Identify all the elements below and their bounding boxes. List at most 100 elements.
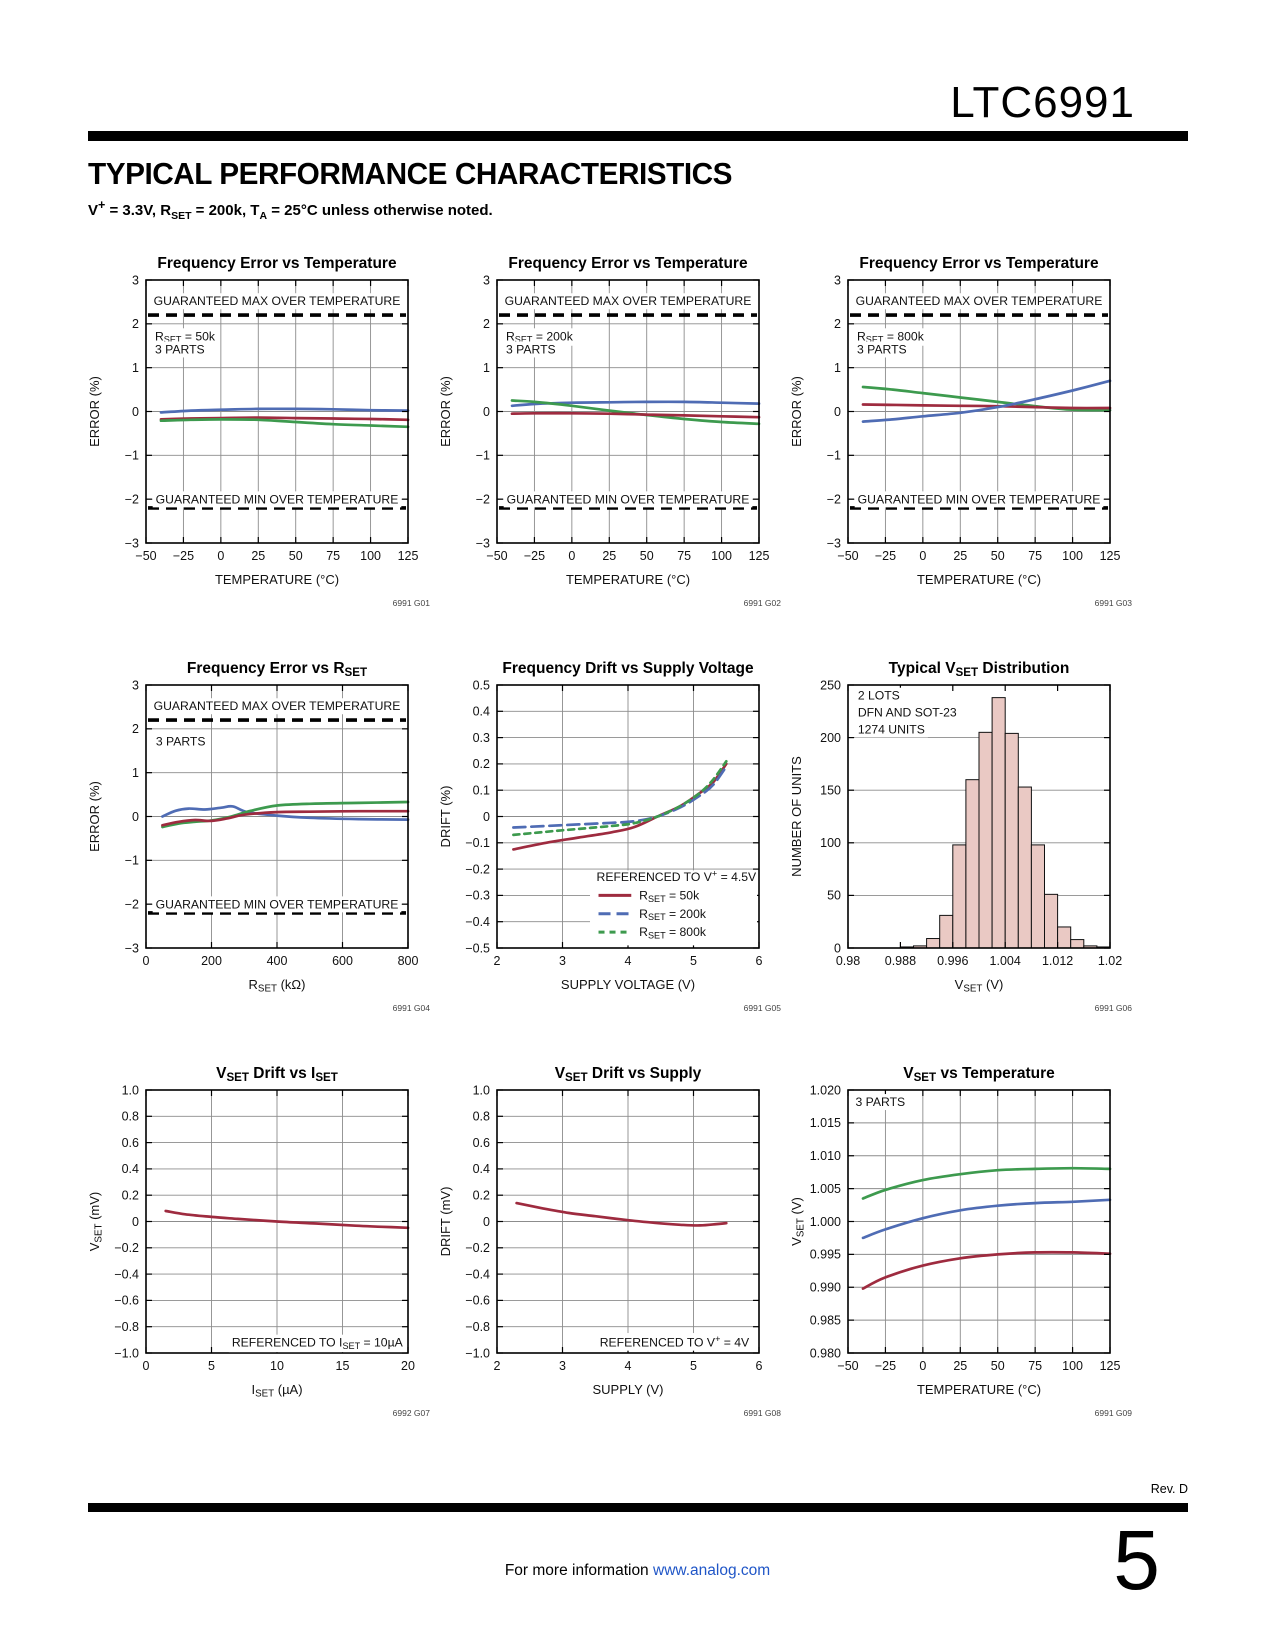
header-rule: [88, 131, 1188, 141]
svg-text:VSET (V): VSET (V): [790, 1197, 807, 1246]
svg-text:−0.2: −0.2: [465, 862, 490, 876]
svg-text:100: 100: [711, 549, 732, 563]
svg-text:VSET Drift vs Supply: VSET Drift vs Supply: [555, 1065, 702, 1084]
svg-text:GUARANTEED MAX OVER TEMPERATUR: GUARANTEED MAX OVER TEMPERATURE: [154, 294, 401, 308]
svg-text:1.000: 1.000: [810, 1215, 841, 1229]
svg-text:0.995: 0.995: [810, 1248, 841, 1262]
svg-text:TEMPERATURE (°C): TEMPERATURE (°C): [917, 572, 1041, 587]
svg-text:0.980: 0.980: [810, 1346, 841, 1360]
svg-text:1: 1: [132, 766, 139, 780]
svg-text:−0.8: −0.8: [465, 1320, 490, 1334]
svg-text:−2: −2: [125, 492, 139, 506]
svg-text:100: 100: [360, 549, 381, 563]
footer-rule: [88, 1503, 1188, 1512]
svg-text:ERROR (%): ERROR (%): [88, 376, 102, 447]
svg-text:0: 0: [483, 810, 490, 824]
svg-text:−2: −2: [125, 897, 139, 911]
svg-text:1.020: 1.020: [810, 1083, 841, 1097]
svg-text:4: 4: [625, 954, 632, 968]
svg-text:0: 0: [132, 405, 139, 419]
chart-frequency-error-vs-temperature-50k: −50 −25 0 25 50 75 100 125 −3 −2 −1 0 1 2 3 TEMPERATURE…: [87, 248, 438, 614]
svg-text:6991 G01: 6991 G01: [393, 598, 431, 608]
svg-text:75: 75: [1028, 549, 1042, 563]
svg-text:3: 3: [132, 273, 139, 287]
analog-website-link[interactable]: www.analog.com: [653, 1562, 771, 1579]
svg-text:2: 2: [132, 317, 139, 331]
svg-text:0.990: 0.990: [810, 1281, 841, 1295]
svg-text:GUARANTEED MAX OVER TEMPERATUR: GUARANTEED MAX OVER TEMPERATURE: [154, 699, 401, 713]
svg-text:DFN AND SOT-23: DFN AND SOT-23: [858, 706, 957, 720]
svg-text:RSET = 200k: RSET = 200k: [506, 329, 574, 344]
svg-text:3: 3: [559, 954, 566, 968]
svg-text:0: 0: [143, 1359, 150, 1373]
svg-text:125: 125: [1100, 1359, 1121, 1373]
svg-text:Frequency Error vs Temperature: Frequency Error vs Temperature: [859, 255, 1099, 272]
svg-text:Frequency Error vs Temperature: Frequency Error vs Temperature: [157, 255, 397, 272]
svg-text:NUMBER OF UNITS: NUMBER OF UNITS: [790, 756, 804, 877]
svg-text:−0.4: −0.4: [465, 915, 490, 929]
svg-text:6991 G04: 6991 G04: [393, 1003, 431, 1013]
chart-frequency-error-vs-temperature-800k: −50 −25 0 25 50 75 100 125 −3 −2 −1 0 1 2 3 TEMPERATURE…: [789, 248, 1140, 614]
svg-text:0.4: 0.4: [473, 1162, 490, 1176]
svg-text:0.985: 0.985: [810, 1313, 841, 1327]
svg-text:RSET = 50k: RSET = 50k: [155, 329, 216, 344]
svg-text:−2: −2: [827, 492, 841, 506]
svg-text:ISET (µA): ISET (µA): [251, 1382, 302, 1400]
svg-text:TEMPERATURE (°C): TEMPERATURE (°C): [917, 1382, 1041, 1397]
svg-text:REFERENCED TO V+ = 4V: REFERENCED TO V+ = 4V: [600, 1334, 750, 1350]
svg-text:50: 50: [991, 549, 1005, 563]
svg-text:0.4: 0.4: [122, 1162, 139, 1176]
svg-text:VSET vs Temperature: VSET vs Temperature: [903, 1065, 1055, 1084]
svg-text:10: 10: [270, 1359, 284, 1373]
section-title: TYPICAL PERFORMANCE CHARACTERISTICS: [88, 156, 733, 191]
svg-text:0: 0: [834, 941, 841, 955]
svg-text:−3: −3: [476, 536, 490, 550]
svg-text:75: 75: [1028, 1359, 1042, 1373]
svg-text:0: 0: [568, 549, 575, 563]
svg-text:1: 1: [483, 361, 490, 375]
svg-text:−1: −1: [476, 449, 490, 463]
svg-text:600: 600: [332, 954, 353, 968]
charts-grid: −50 −25 0 25 50 75 100 125 −3 −2 −1 0 1 2 3 TEMPERATURE…: [87, 248, 1140, 1418]
svg-text:25: 25: [602, 549, 616, 563]
svg-text:RSET = 800k: RSET = 800k: [639, 925, 707, 940]
svg-text:3: 3: [834, 273, 841, 287]
svg-text:800: 800: [398, 954, 419, 968]
svg-text:−0.1: −0.1: [465, 836, 490, 850]
svg-text:3 PARTS: 3 PARTS: [155, 342, 205, 356]
svg-text:1.010: 1.010: [810, 1149, 841, 1163]
svg-text:2: 2: [483, 317, 490, 331]
svg-text:1: 1: [132, 361, 139, 375]
svg-text:6991 G06: 6991 G06: [1095, 1003, 1133, 1013]
svg-text:1.004: 1.004: [990, 954, 1021, 968]
svg-text:−0.5: −0.5: [465, 941, 490, 955]
chart-frequency-drift-vs-supply-voltage: 2 3 4 5 6 −0.5 −0.4 −0.3 −0.2 −0.1 0 0.1 0.2 0.3 0.4 0.…: [438, 653, 789, 1019]
svg-text:−0.8: −0.8: [114, 1320, 139, 1334]
svg-text:−1: −1: [125, 449, 139, 463]
svg-text:REFERENCED TO ISET = 10µA: REFERENCED TO ISET = 10µA: [232, 1336, 404, 1351]
svg-text:GUARANTEED MIN OVER TEMPERATUR: GUARANTEED MIN OVER TEMPERATURE: [156, 492, 399, 506]
svg-text:GUARANTEED MAX OVER TEMPERATUR: GUARANTEED MAX OVER TEMPERATURE: [856, 294, 1103, 308]
svg-text:−50: −50: [837, 549, 858, 563]
svg-text:1: 1: [834, 361, 841, 375]
page-number: 5: [1113, 1513, 1160, 1607]
svg-text:6991 G09: 6991 G09: [1095, 1408, 1133, 1418]
svg-text:0: 0: [919, 1359, 926, 1373]
svg-text:50: 50: [289, 549, 303, 563]
svg-text:−0.2: −0.2: [114, 1241, 139, 1255]
svg-text:VSET (mV): VSET (mV): [88, 1192, 105, 1252]
svg-text:1.02: 1.02: [1098, 954, 1122, 968]
svg-text:RSET = 50k: RSET = 50k: [639, 888, 700, 903]
svg-text:25: 25: [953, 1359, 967, 1373]
svg-text:1.0: 1.0: [122, 1083, 139, 1097]
svg-text:6991 G05: 6991 G05: [744, 1003, 782, 1013]
svg-text:1.0: 1.0: [473, 1083, 490, 1097]
svg-text:−3: −3: [125, 536, 139, 550]
svg-text:−50: −50: [837, 1359, 858, 1373]
part-number-logo: LTC6991: [950, 78, 1135, 127]
svg-text:3: 3: [483, 273, 490, 287]
svg-text:SUPPLY VOLTAGE (V): SUPPLY VOLTAGE (V): [561, 977, 695, 992]
svg-text:0.5: 0.5: [473, 678, 490, 692]
svg-text:6992 G07: 6992 G07: [393, 1408, 431, 1418]
svg-text:150: 150: [820, 784, 841, 798]
